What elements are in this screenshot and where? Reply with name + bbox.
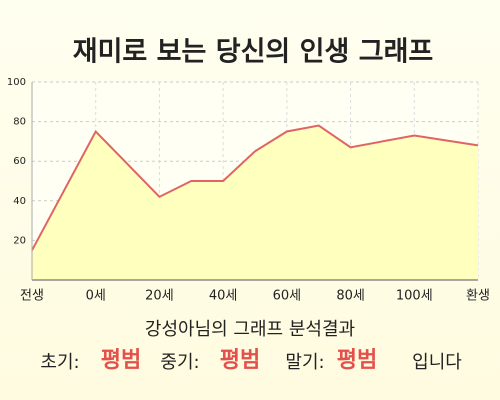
- summary-label: 중기:: [160, 352, 199, 373]
- summary-label: 초기:: [40, 352, 79, 373]
- x-tick-label: 0세: [86, 289, 106, 304]
- x-tick-label: 40세: [209, 289, 238, 304]
- x-tick-label: 20세: [145, 289, 174, 304]
- chart-title: 재미로 보는 당신의 인생 그래프: [73, 37, 434, 68]
- line: [31, 124, 479, 251]
- summary-result: 평범: [220, 348, 260, 373]
- x-tick-label: 80세: [336, 289, 365, 304]
- summary-ending: 입니다: [412, 352, 462, 373]
- y-tick-label: 80: [13, 117, 26, 128]
- area: [32, 125, 478, 280]
- summary-result: 평범: [101, 348, 141, 373]
- x-tick-label: 100세: [396, 289, 433, 304]
- summary-label: 말기:: [285, 352, 324, 373]
- y-tick-label: 100: [7, 77, 26, 88]
- summary-heading: 강성아님의 그래프 분석결과: [145, 319, 355, 340]
- x-tick-label: 60세: [273, 289, 302, 304]
- y-tick-label: 20: [13, 235, 26, 246]
- y-tick-label: 60: [13, 156, 26, 167]
- summary-result: 평범: [337, 348, 377, 373]
- x-tick-label: 전생: [20, 289, 44, 304]
- x-tick-label: 환생: [466, 289, 490, 304]
- y-tick-label: 40: [13, 196, 26, 207]
